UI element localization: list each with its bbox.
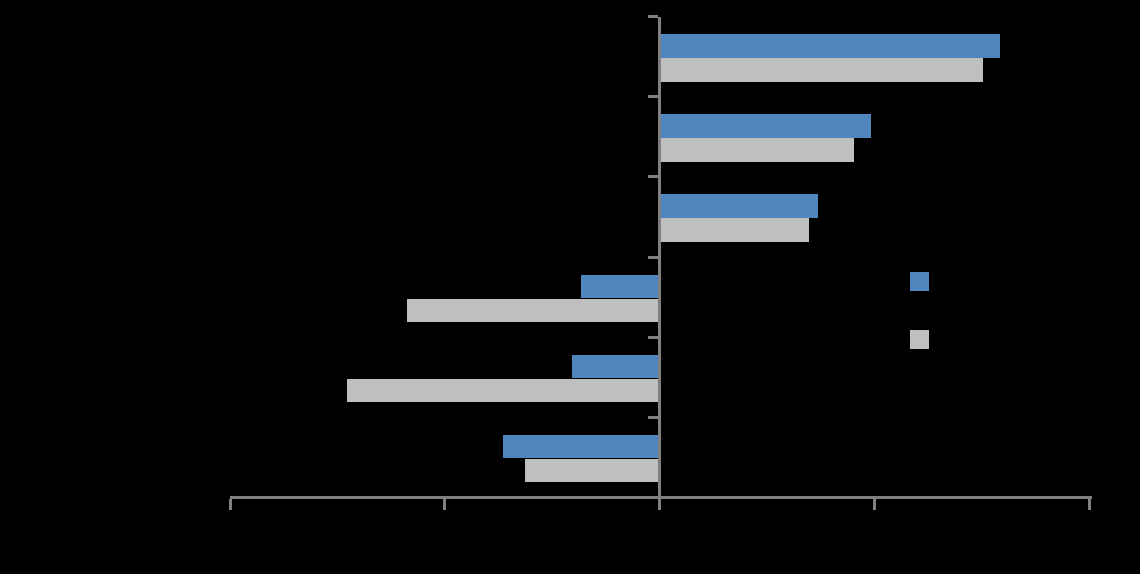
x-axis-tick — [443, 499, 447, 510]
bar-series-2-gray-category-1 — [661, 58, 984, 82]
bar-series-2-gray-category-2 — [661, 138, 855, 162]
y-axis-line — [658, 16, 661, 509]
y-axis-tick — [648, 175, 658, 179]
bar-series-1-blue-category-4 — [580, 274, 658, 298]
bar-series-1-blue-category-5 — [572, 354, 658, 379]
x-axis-tick — [1087, 499, 1091, 510]
x-axis-tick — [872, 499, 876, 510]
legend-swatch-series-1-blue — [910, 272, 929, 291]
y-axis-tick — [648, 15, 658, 18]
bar-series-2-gray-category-5 — [346, 378, 658, 403]
legend-swatch-series-2-gray — [910, 330, 929, 349]
bar-series-2-gray-category-6 — [524, 458, 658, 483]
bar-series-1-blue-category-2 — [661, 114, 872, 138]
x-axis-tick — [228, 499, 232, 510]
bar-series-1-blue-category-1 — [661, 34, 1001, 58]
bar-series-1-blue-category-6 — [503, 434, 658, 459]
bar-series-1-blue-category-3 — [661, 194, 818, 218]
bar-series-2-gray-category-3 — [661, 218, 810, 242]
y-axis-tick — [648, 255, 658, 259]
y-axis-tick — [648, 415, 658, 419]
y-axis-tick — [648, 496, 658, 499]
bar-series-2-gray-category-4 — [406, 298, 658, 322]
y-axis-tick — [648, 95, 658, 99]
y-axis-tick — [648, 335, 658, 339]
x-axis-line — [230, 496, 1092, 499]
x-axis-tick — [658, 499, 661, 510]
